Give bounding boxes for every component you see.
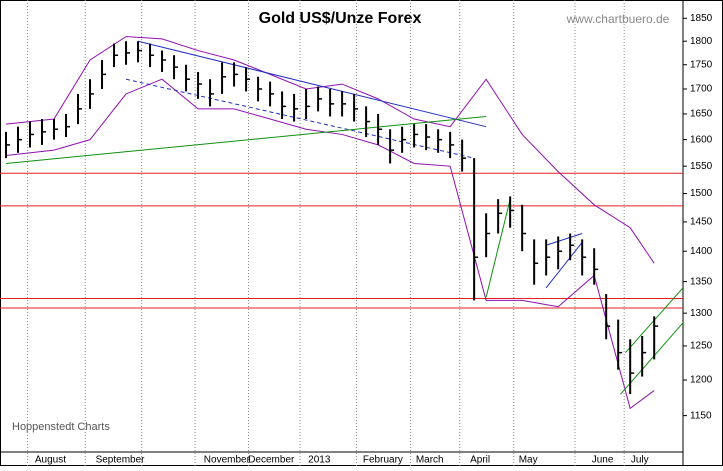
y-tick-label: 1150 [690,410,712,421]
trend-line [125,78,475,159]
trend-line [137,40,487,128]
y-tick-label: 1400 [690,246,713,257]
x-tick-label: April [470,455,490,466]
y-tick-label: 1300 [690,308,713,319]
x-tick-label: December [248,455,295,466]
x-tick-label: May [519,455,538,466]
y-tick-label: 1850 [690,13,713,24]
y-tick-label: 1250 [690,341,713,352]
x-tick-label: February [363,455,403,466]
y-tick-label: 1600 [690,134,713,145]
y-tick-label: 1200 [690,375,713,386]
band-line [5,36,655,264]
trend-line [5,115,487,164]
y-tick-label: 1500 [690,188,713,199]
x-tick-label: August [35,455,66,466]
trend-line [545,242,583,289]
y-tick-label: 1650 [690,109,713,120]
x-tick-label: June [592,455,614,466]
trend-line [546,233,583,246]
x-tick-label: November [204,455,251,466]
x-tick-label: March [416,455,444,466]
y-tick-label: 1550 [690,161,713,172]
y-tick-label: 1450 [690,217,713,228]
x-tick-label: 2013 [308,455,331,466]
trend-line [485,199,511,298]
band-line [5,78,655,410]
y-tick-label: 1700 [690,84,713,95]
y-tick-label: 1750 [690,59,713,70]
source: www.chartbuero.de [566,12,670,26]
footer: Hoppenstedt Charts [12,421,110,433]
chart-title: Gold US$/Unze Forex [259,10,422,27]
y-tick-label: 1800 [690,36,713,47]
y-tick-label: 1350 [690,276,713,287]
x-tick-label: July [631,455,649,466]
x-tick-label: September [96,455,146,466]
